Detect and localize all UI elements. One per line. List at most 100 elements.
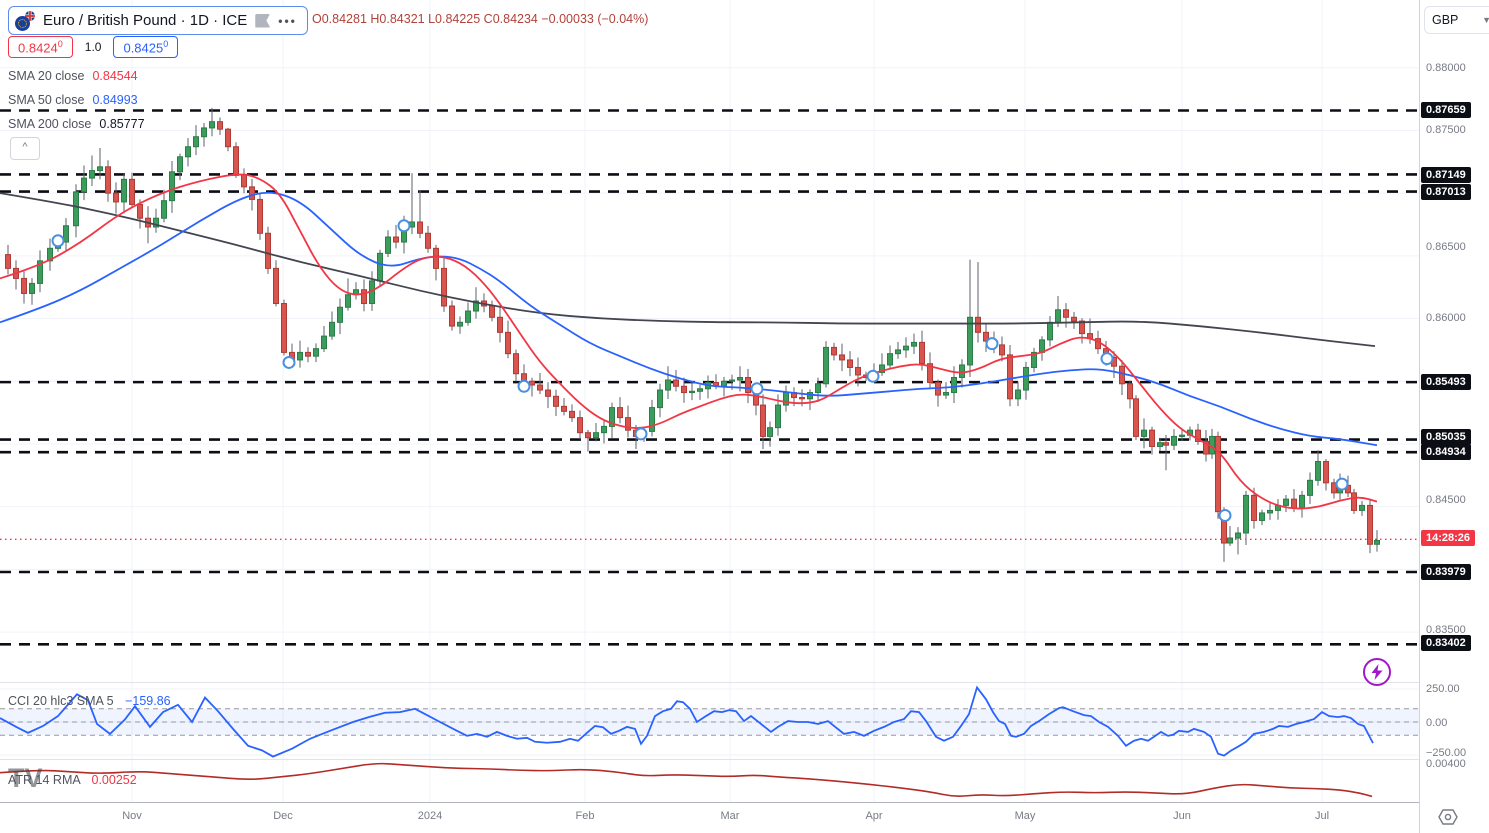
candle-up	[97, 166, 103, 172]
event-marker-icon[interactable]	[634, 427, 648, 441]
candle-down	[217, 121, 223, 130]
event-marker-icon[interactable]	[517, 379, 531, 393]
sma200-line[interactable]	[0, 192, 1376, 348]
candle-up	[1141, 429, 1147, 437]
candle-up	[767, 427, 773, 437]
candle-up	[1267, 509, 1273, 514]
event-marker-icon[interactable]	[1100, 352, 1114, 366]
event-marker-icon[interactable]	[282, 355, 296, 369]
candle-up	[1259, 512, 1265, 521]
candle-up	[823, 346, 829, 385]
cci-label: CCI 20 hlc3 SMA 5	[8, 694, 114, 708]
sell-button[interactable]: 0.84240	[8, 36, 73, 59]
candle-up	[649, 407, 655, 432]
candle-up	[201, 127, 207, 138]
candle-up	[73, 191, 79, 227]
candle-down	[305, 351, 311, 357]
candle-down	[113, 192, 119, 203]
price-level-badge: 0.84934	[1421, 444, 1471, 460]
candle-up	[1359, 504, 1365, 511]
candle-down	[1331, 482, 1337, 494]
candle-down	[225, 128, 231, 148]
legend-sma50[interactable]: SMA 50 close 0.84993	[8, 92, 138, 108]
cci-line[interactable]	[0, 685, 1374, 758]
candle-down	[1007, 354, 1013, 400]
atr-line[interactable]	[0, 762, 1373, 798]
candle-up	[457, 321, 463, 327]
event-marker-icon[interactable]	[866, 369, 880, 383]
candle-down	[1063, 309, 1069, 318]
candle-down	[249, 186, 255, 200]
price-level-badge: 0.83979	[1421, 564, 1471, 580]
candle-down	[673, 379, 679, 387]
sma50-line[interactable]	[0, 191, 1378, 447]
legend-sma20[interactable]: SMA 20 close 0.84544	[8, 68, 138, 84]
candle-up	[37, 260, 43, 284]
candle-down	[361, 289, 367, 305]
candle-down	[1149, 429, 1155, 447]
candle-down	[129, 178, 135, 205]
cci-legend[interactable]: CCI 20 hlc3 SMA 5 −159.86	[8, 694, 171, 708]
candle-down	[1251, 494, 1257, 521]
atr-label: ATR 14 RMA	[8, 773, 81, 787]
quantity-value[interactable]: 1.0	[84, 40, 102, 55]
symbol-legend[interactable]: Euro / British Pound · 1D · ICE •••	[8, 6, 308, 35]
candle-up	[1374, 540, 1380, 545]
candle-up	[895, 349, 901, 355]
event-marker-icon[interactable]	[985, 337, 999, 351]
candle-down	[561, 405, 567, 412]
flag-symbol-icon[interactable]	[255, 13, 271, 28]
candle-down	[137, 203, 143, 219]
price-scale[interactable]	[1419, 0, 1489, 833]
price-level-badge: 0.85493	[1421, 374, 1471, 390]
candle-down	[847, 359, 853, 368]
candle-up	[697, 388, 703, 392]
candle-up	[473, 300, 479, 312]
trading-panel: 0.84240 1.0 0.84250	[8, 36, 179, 59]
sma50-value: 0.84993	[92, 93, 138, 107]
event-marker-icon[interactable]	[397, 219, 411, 233]
ohlc-values: O0.84281 H0.84321 L0.84225 C0.84234 −0.0…	[312, 12, 649, 26]
sma200-label: SMA 200 close	[8, 117, 92, 131]
x-axis-label: Nov	[122, 810, 142, 822]
collapse-legend-button[interactable]: ^	[10, 137, 40, 160]
market-status-lightning-icon[interactable]	[1363, 658, 1391, 686]
candle-down	[760, 404, 766, 437]
buy-button[interactable]: 0.84250	[113, 36, 179, 59]
candle-down	[529, 380, 535, 386]
atr-legend[interactable]: ATR 14 RMA 0.00252	[8, 773, 137, 787]
candle-down	[1323, 461, 1329, 484]
candle-up	[121, 178, 127, 203]
candle-up	[29, 282, 35, 294]
candle-down	[1119, 365, 1125, 385]
event-marker-icon[interactable]	[1335, 477, 1349, 491]
candle-up	[887, 353, 893, 366]
event-marker-icon[interactable]	[750, 382, 764, 396]
candle-up	[879, 364, 885, 373]
candle-down	[265, 232, 271, 269]
sma20-line[interactable]	[0, 173, 1378, 510]
candle-down	[1133, 398, 1139, 437]
more-options-icon[interactable]: •••	[278, 13, 297, 28]
event-marker-icon[interactable]	[1218, 508, 1232, 522]
candle-down	[999, 344, 1005, 356]
candle-down	[449, 305, 455, 327]
x-axis-label: Feb	[575, 810, 595, 822]
candle-down	[927, 363, 933, 384]
candle-up	[593, 432, 599, 439]
eurgbp-flag-logo-icon	[15, 10, 35, 31]
candle-up	[721, 380, 727, 387]
legend-sma200[interactable]: SMA 200 close 0.85777	[8, 116, 145, 132]
candle-down	[233, 146, 239, 175]
candle-down	[617, 407, 623, 419]
candle-up	[775, 404, 781, 429]
candle-up	[1307, 479, 1313, 496]
candle-down	[513, 353, 519, 375]
candle-up	[313, 348, 319, 357]
scale-settings-icon[interactable]	[1437, 808, 1459, 831]
candle-down	[855, 366, 861, 376]
symbol-title[interactable]: Euro / British Pound · 1D · ICE	[43, 12, 248, 29]
event-marker-icon[interactable]	[51, 234, 65, 248]
currency-toggle-button[interactable]: GBP ▼	[1424, 6, 1489, 34]
